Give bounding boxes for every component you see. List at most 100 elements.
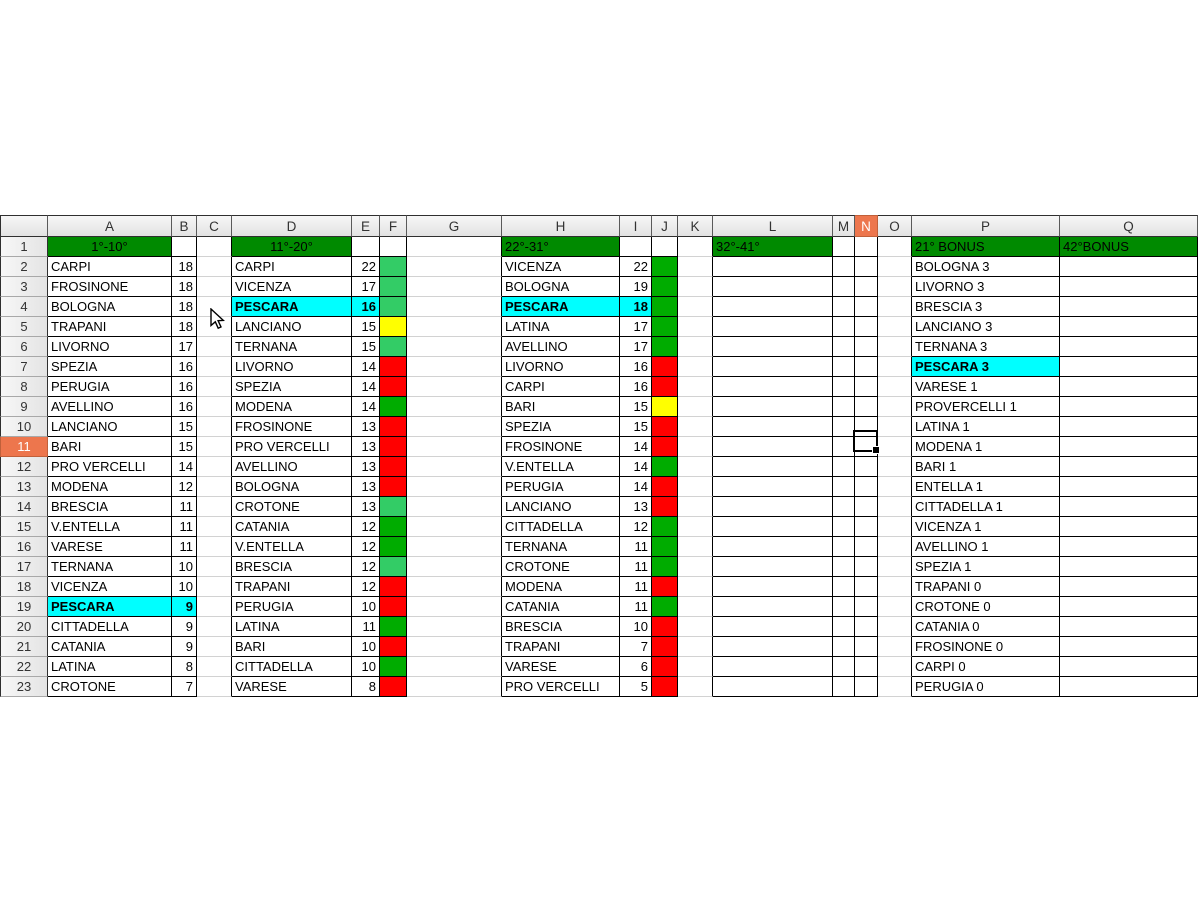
empty-cell[interactable] (855, 317, 878, 337)
spacer-cell[interactable] (678, 397, 713, 417)
empty-cell[interactable] (1060, 317, 1198, 337)
spacer-cell[interactable] (678, 537, 713, 557)
cell-team-points[interactable]: 11 (172, 497, 197, 517)
cell-status-color[interactable] (652, 677, 678, 697)
row-header-2[interactable]: 2 (0, 257, 48, 277)
spacer-cell[interactable] (197, 257, 232, 277)
spacer-cell[interactable] (407, 557, 502, 577)
empty-cell[interactable] (713, 597, 833, 617)
cell-team-points[interactable]: 12 (352, 577, 380, 597)
spacer-cell[interactable] (878, 477, 912, 497)
cell-team-name[interactable]: CROTONE (232, 497, 352, 517)
empty-cell[interactable] (833, 537, 855, 557)
empty-cell[interactable] (713, 317, 833, 337)
cell-team-points[interactable]: 8 (352, 677, 380, 697)
cell-team-name[interactable]: BARI (232, 637, 352, 657)
cell-team-points[interactable]: 11 (172, 537, 197, 557)
cell-team-name[interactable]: PROVERCELLI 1 (912, 397, 1060, 417)
empty-cell[interactable] (652, 237, 678, 257)
cell-team-name[interactable]: BARI (48, 437, 172, 457)
spacer-cell[interactable] (878, 417, 912, 437)
cell-team-points[interactable]: 14 (172, 457, 197, 477)
empty-cell[interactable] (172, 237, 197, 257)
empty-cell[interactable] (833, 477, 855, 497)
cell-team-points[interactable]: 13 (620, 497, 652, 517)
cell-team-points[interactable]: 12 (352, 517, 380, 537)
cell-status-color[interactable] (652, 317, 678, 337)
cell-team-points[interactable]: 11 (620, 537, 652, 557)
empty-cell[interactable] (1060, 397, 1198, 417)
cell-team-name[interactable]: MODENA (48, 477, 172, 497)
cell-team-name[interactable]: PERUGIA 0 (912, 677, 1060, 697)
empty-cell[interactable] (833, 577, 855, 597)
empty-cell[interactable] (855, 417, 878, 437)
cell-team-name[interactable]: MODENA 1 (912, 437, 1060, 457)
cell-team-name[interactable]: CATANIA 0 (912, 617, 1060, 637)
cell-status-color[interactable] (652, 257, 678, 277)
empty-cell[interactable] (713, 457, 833, 477)
empty-cell[interactable] (713, 337, 833, 357)
empty-cell[interactable] (855, 337, 878, 357)
cell-team-name[interactable]: TRAPANI (232, 577, 352, 597)
cell-team-name[interactable]: BRESCIA (502, 617, 620, 637)
section-title[interactable]: 22°-31° (502, 237, 620, 257)
row-header-1[interactable]: 1 (0, 237, 48, 257)
cell-team-points[interactable]: 16 (172, 357, 197, 377)
cell-team-name[interactable]: ENTELLA 1 (912, 477, 1060, 497)
cell-team-name[interactable]: CITTADELLA (48, 617, 172, 637)
cell-team-name[interactable]: CARPI 0 (912, 657, 1060, 677)
row-header-15[interactable]: 15 (0, 517, 48, 537)
cell-team-name[interactable]: CROTONE (502, 557, 620, 577)
cell-team-name[interactable]: MODENA (502, 577, 620, 597)
row-header-7[interactable]: 7 (0, 357, 48, 377)
column-header-E[interactable]: E (352, 215, 380, 237)
spacer-cell[interactable] (678, 257, 713, 277)
spacer-cell[interactable] (878, 597, 912, 617)
empty-cell[interactable] (713, 357, 833, 377)
spacer-cell[interactable] (678, 237, 713, 257)
spacer-cell[interactable] (197, 557, 232, 577)
cell-team-points[interactable]: 18 (172, 317, 197, 337)
cell-team-points[interactable]: 22 (620, 257, 652, 277)
cell-team-name[interactable]: AVELLINO 1 (912, 537, 1060, 557)
cell-team-points[interactable]: 7 (172, 677, 197, 697)
empty-cell[interactable] (1060, 497, 1198, 517)
cell-team-points[interactable]: 15 (620, 397, 652, 417)
spacer-cell[interactable] (407, 337, 502, 357)
empty-cell[interactable] (1060, 577, 1198, 597)
cell-team-name[interactable]: V.ENTELLA (232, 537, 352, 557)
spacer-cell[interactable] (678, 417, 713, 437)
cell-team-name[interactable]: VICENZA (502, 257, 620, 277)
cell-team-name[interactable]: PERUGIA (232, 597, 352, 617)
cell-team-name[interactable]: CITTADELLA 1 (912, 497, 1060, 517)
cell-status-color[interactable] (652, 377, 678, 397)
cell-team-points[interactable]: 13 (352, 477, 380, 497)
column-header-K[interactable]: K (678, 215, 713, 237)
cell-team-points[interactable]: 11 (620, 597, 652, 617)
cell-team-name[interactable]: PRO VERCELLI (502, 677, 620, 697)
cell-team-name[interactable]: TERNANA (232, 337, 352, 357)
cell-status-color[interactable] (652, 537, 678, 557)
cell-team-points[interactable]: 15 (172, 417, 197, 437)
empty-cell[interactable] (713, 637, 833, 657)
cell-team-points[interactable]: 13 (352, 497, 380, 517)
cell-status-color[interactable] (652, 397, 678, 417)
cell-team-name[interactable]: TRAPANI (502, 637, 620, 657)
spacer-cell[interactable] (678, 657, 713, 677)
cell-team-points[interactable]: 16 (620, 357, 652, 377)
empty-cell[interactable] (833, 357, 855, 377)
cell-team-name[interactable]: PESCARA (232, 297, 352, 317)
spacer-cell[interactable] (678, 357, 713, 377)
spacer-cell[interactable] (197, 457, 232, 477)
cell-team-points[interactable]: 14 (620, 457, 652, 477)
row-header-14[interactable]: 14 (0, 497, 48, 517)
cell-team-name[interactable]: LATINA (502, 317, 620, 337)
column-header-M[interactable]: M (833, 215, 855, 237)
cell-team-name[interactable]: FROSINONE (48, 277, 172, 297)
spacer-cell[interactable] (197, 337, 232, 357)
section-title[interactable]: 42°BONUS (1060, 237, 1198, 257)
empty-cell[interactable] (713, 377, 833, 397)
empty-cell[interactable] (855, 377, 878, 397)
cell-team-points[interactable]: 12 (352, 557, 380, 577)
spacer-cell[interactable] (197, 317, 232, 337)
